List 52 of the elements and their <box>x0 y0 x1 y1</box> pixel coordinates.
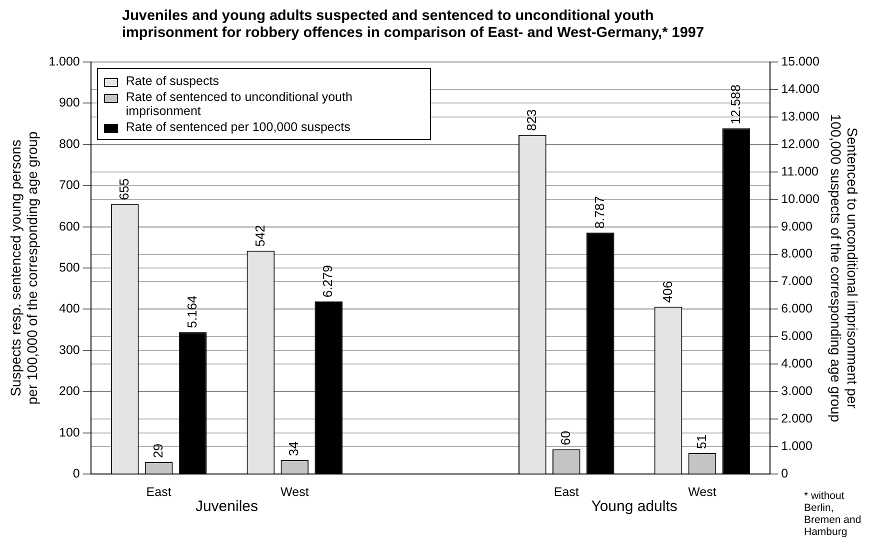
y-tick-label: 1.000 <box>48 54 80 68</box>
data-label: 6.279 <box>320 264 336 298</box>
y2-tick-label: 6.000 <box>781 302 812 316</box>
y-tick-label: 700 <box>59 178 80 192</box>
y-tick-label: 100 <box>59 425 80 440</box>
y-tick-label: 400 <box>59 302 80 316</box>
text: * without Berlin, Bremen and Hamburg <box>804 490 862 538</box>
y2-tick-label: 8.000 <box>781 246 812 261</box>
y2-tick-label: 14.000 <box>781 82 820 96</box>
data-label: 51 <box>694 434 709 449</box>
y-tick-label: 300 <box>59 342 80 357</box>
y-tick-label: 500 <box>59 260 80 274</box>
x-tick-label: East <box>146 484 172 499</box>
y2-tick-label: 13.000 <box>781 109 820 124</box>
data-label: 34 <box>286 442 302 456</box>
y2-tick-label: 1.000 <box>781 438 812 453</box>
x-tick-label: East <box>554 484 580 499</box>
y2-tick-label: 9.000 <box>781 219 812 234</box>
y2-tick-label: 15.000 <box>781 54 820 68</box>
data-label: 8.787 <box>592 196 607 229</box>
data-label: 12.588 <box>728 84 743 124</box>
y2-axis-title: Sentenced to unconditional imprisonment per 100,000 suspects of the corresponding age group <box>828 114 861 422</box>
y2-tick-label: 7.000 <box>781 274 812 288</box>
y2-tick-label: 4.000 <box>781 356 812 371</box>
data-label: 542 <box>252 224 268 247</box>
y2-tick-label: 11.000 <box>781 164 819 178</box>
y2-tick-label: 2.000 <box>781 412 812 426</box>
x-tick-label: West <box>688 484 717 499</box>
legend-label: Rate of suspects <box>126 74 219 88</box>
data-label: 60 <box>558 430 573 446</box>
y-tick-label: 600 <box>59 219 80 234</box>
y2-tick-label: 0 <box>781 466 788 480</box>
y-tick-label: 900 <box>59 96 80 110</box>
data-label: 5.164 <box>184 296 200 328</box>
y-axis-title: Suspects resp. sentenced young persons per 100,000 of the corresponding age group <box>7 131 40 405</box>
y2-tick-label: 3.000 <box>781 384 812 398</box>
y-tick-label: 800 <box>59 136 80 151</box>
legend-label: Rate of sentenced per 100,000 suspects <box>126 120 350 134</box>
y-tick-label: 0 <box>72 466 80 480</box>
y2-tick-label: 12.000 <box>781 136 820 151</box>
data-label: 655 <box>116 178 132 200</box>
x-tick-label: West <box>280 484 310 499</box>
chart-title: Juveniles and young adults suspected and sentenced to unconditional youth imprisonment for robbery offences in comparison of East- and West-Germany,* 1997 <box>122 8 706 42</box>
legend-label: Rate of sentenced to unconditional youth imprisonment <box>126 90 354 118</box>
data-label: 406 <box>660 281 675 303</box>
text: Juveniles <box>195 498 258 515</box>
y2-tick-label: 10.000 <box>781 192 820 206</box>
data-label: 823 <box>524 109 539 131</box>
text: Young adults <box>591 498 678 515</box>
y2-tick-label: 5.000 <box>781 329 812 344</box>
y-tick-label: 200 <box>59 384 80 398</box>
data-label: 29 <box>150 444 166 458</box>
